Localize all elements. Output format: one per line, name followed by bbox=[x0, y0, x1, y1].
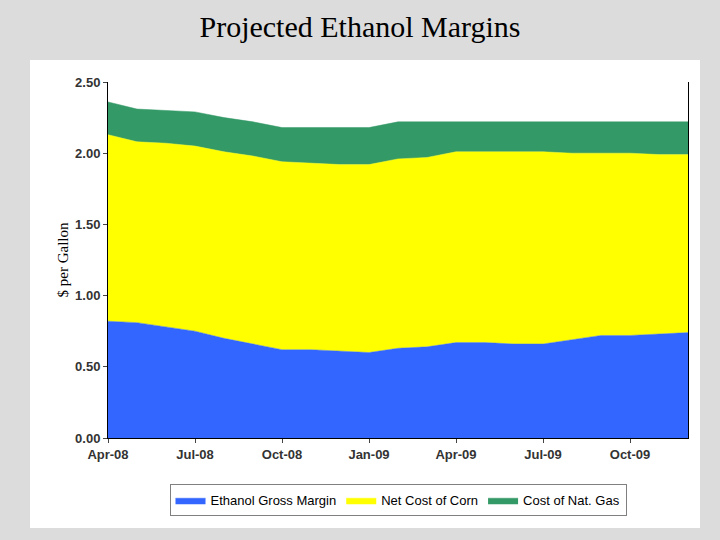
svg-text:0.00: 0.00 bbox=[75, 431, 100, 446]
svg-text:Net Cost of Corn: Net Cost of Corn bbox=[381, 493, 478, 508]
svg-text:1.50: 1.50 bbox=[75, 217, 100, 232]
svg-text:Oct-08: Oct-08 bbox=[262, 447, 302, 462]
svg-text:2.00: 2.00 bbox=[75, 146, 100, 161]
svg-text:Jul-08: Jul-08 bbox=[176, 447, 214, 462]
svg-text:$ per Gallon: $ per Gallon bbox=[55, 222, 71, 297]
html-text:Projected Ethanol Margins: Projected Ethanol Margins bbox=[199, 10, 521, 43]
svg-text:Ethanol Gross Margin: Ethanol Gross Margin bbox=[211, 493, 337, 508]
svg-text:Jan-09: Jan-09 bbox=[348, 447, 389, 462]
svg-text:Apr-09: Apr-09 bbox=[435, 447, 476, 462]
svg-text:Jul-09: Jul-09 bbox=[524, 447, 562, 462]
svg-text:Cost of Nat. Gas: Cost of Nat. Gas bbox=[523, 493, 620, 508]
svg-text:0.50: 0.50 bbox=[75, 359, 100, 374]
svg-text:Oct-09: Oct-09 bbox=[610, 447, 650, 462]
svg-text:Apr-08: Apr-08 bbox=[87, 447, 128, 462]
svg-text:2.50: 2.50 bbox=[75, 75, 100, 90]
svg-text:1.00: 1.00 bbox=[75, 288, 100, 303]
